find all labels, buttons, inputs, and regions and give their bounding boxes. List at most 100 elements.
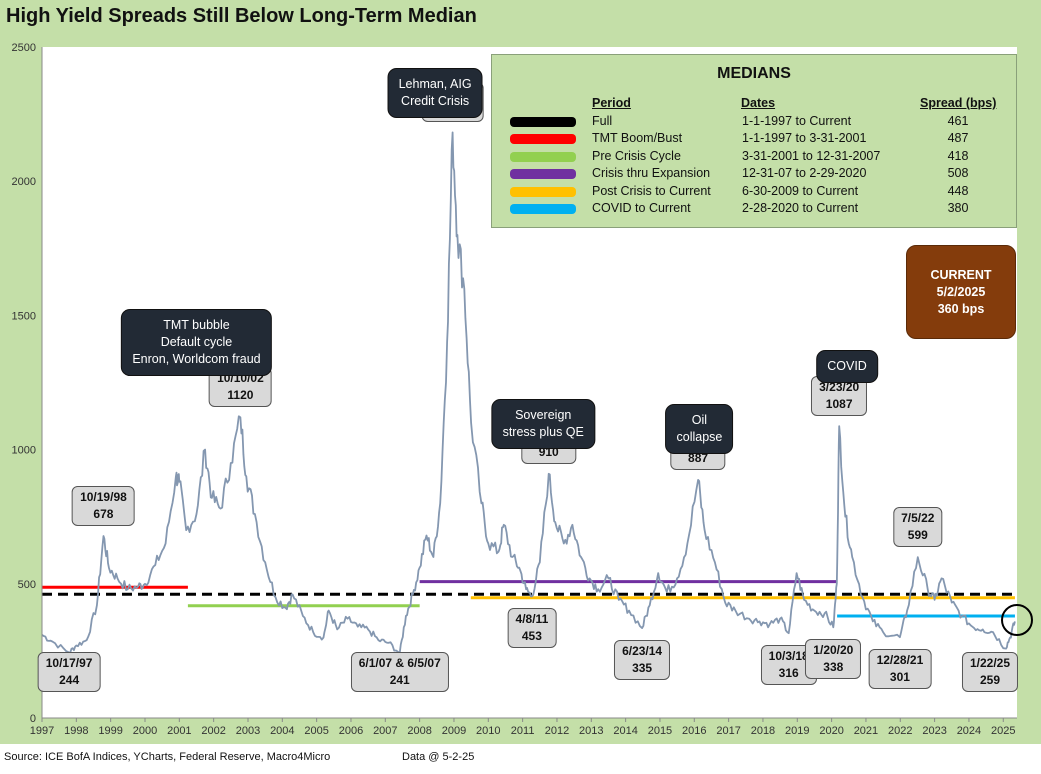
event-label: COVID (816, 350, 878, 384)
x-tick-label: 1997 (30, 725, 54, 737)
event-label-line: collapse (676, 429, 723, 444)
y-tick-label: 1500 (12, 310, 36, 322)
point-label-value: 259 (979, 673, 1001, 687)
x-tick-label: 2008 (407, 725, 431, 737)
y-tick-label: 2000 (12, 176, 36, 188)
point-label-value: 599 (907, 528, 928, 543)
point-label-value: 335 (632, 661, 653, 676)
median-dates: 6-30-2009 to Current (742, 183, 859, 198)
median-dates: 12-31-07 to 2-29-2020 (742, 166, 867, 181)
point-label: 6/1/07 & 6/5/07 241 (350, 652, 449, 692)
x-tick-label: 2019 (785, 725, 809, 737)
point-label: 1/20/20 338 (805, 639, 862, 680)
x-tick-label: 2012 (545, 725, 569, 737)
event-label: Lehman, AIG Credit Crisis (387, 68, 483, 119)
x-tick-label: 2000 (133, 725, 157, 737)
x-tick-label: 2004 (270, 725, 294, 737)
x-tick-label: 2024 (957, 725, 981, 737)
y-tick-label: 500 (18, 579, 36, 591)
median-row: COVID to Current 2-28-2020 to Current 380 (492, 201, 1016, 218)
x-tick-label: 2010 (476, 725, 500, 737)
spread-header: Spread (bps) (920, 96, 997, 110)
source-note: Source: ICE BofA Indices, YCharts, Feder… (4, 751, 331, 763)
median-spread: 461 (947, 114, 969, 128)
event-label-line: stress plus QE (502, 424, 584, 439)
point-label-date: 12/28/21 (876, 653, 924, 668)
median-period: Crisis thru Expansion (592, 166, 711, 181)
point-label-value: 241 (389, 673, 410, 687)
event-label: Oil collapse (665, 403, 734, 454)
point-label: 12/28/21 301 (868, 649, 932, 690)
point-label-value: 338 (823, 660, 844, 675)
median-lines (42, 580, 1015, 618)
current-date: 5/2/2025 (936, 284, 986, 299)
x-tick-label: 2017 (716, 725, 740, 737)
event-label-line: Enron, Worldcom fraud (132, 351, 261, 366)
y-tick-label: 1000 (12, 445, 36, 457)
point-label-value: 244 (59, 673, 80, 687)
point-label-value: 887 (688, 450, 709, 465)
x-tick-label: 2014 (613, 725, 637, 737)
median-period: Pre Crisis Cycle (592, 148, 681, 163)
event-label: TMT bubble Default cycle Enron, Worldcom f… (121, 308, 272, 376)
dates-header: Dates (741, 96, 776, 110)
point-label-value: 316 (778, 666, 799, 681)
x-tick-label: 2018 (751, 725, 775, 737)
median-dates: 3-31-2001 to 12-31-2007 (742, 148, 881, 163)
x-tick-label: 2013 (579, 725, 603, 737)
point-label-date: 10/3/18 (768, 649, 809, 664)
x-tick-label: 1999 (98, 725, 122, 737)
median-spread: 418 (947, 148, 969, 163)
event-label: Sovereign stress plus QE (491, 398, 595, 449)
median-dates: 1-1-1997 to 3-31-2001 (742, 131, 867, 146)
median-dates: 1-1-1997 to Current (742, 114, 852, 128)
point-label-date: 7/5/22 (901, 511, 935, 526)
median-swatch (510, 204, 576, 214)
data-date-note: Data @ 5-2-25 (402, 751, 475, 763)
median-dates: 2-28-2020 to Current (742, 201, 859, 215)
medians-table: MEDIANS Period Dates Spread (bps) Full 1-… (491, 54, 1017, 228)
x-tick-label: 2015 (648, 725, 672, 737)
point-label: 6/23/14 335 (614, 640, 671, 681)
spread-series (41, 131, 1016, 655)
median-swatch (510, 151, 576, 162)
median-swatch (510, 186, 576, 197)
median-swatch (510, 169, 576, 180)
event-label-line: Default cycle (160, 334, 233, 349)
point-label-value: 1120 (227, 388, 254, 403)
y-tick-label: 0 (30, 713, 36, 725)
point-label: 4/8/11 453 (507, 608, 557, 649)
point-label-date: 1/22/25 (969, 656, 1011, 670)
event-label-line: Lehman, AIG (398, 77, 472, 92)
y-tick-label: 2500 (12, 42, 36, 54)
medians-title: MEDIANS (717, 65, 791, 82)
median-period: TMT Boom/Bust (592, 131, 683, 146)
x-tick-label: 2007 (373, 725, 397, 737)
x-tick-label: 2001 (167, 725, 191, 737)
axes: 0 500 1000 1500 2000 2500 1997 1998 1999 2000 2001… (12, 42, 1017, 737)
x-tick-label: 2025 (991, 725, 1015, 737)
event-label-line: Credit Crisis (401, 94, 470, 109)
point-label-date: 6/23/14 (622, 644, 663, 659)
median-spread: 380 (947, 201, 969, 215)
x-tick-label: 2009 (442, 725, 466, 737)
point-label: 10/19/98 678 (72, 486, 135, 527)
current-value: 360 bps (937, 301, 985, 316)
median-row: Crisis thru Expansion 12-31-07 to 2-29-20… (492, 166, 1016, 183)
current-label: CURRENT (930, 267, 992, 282)
point-label-value: 678 (93, 507, 114, 522)
x-tick-label: 2011 (511, 725, 535, 737)
x-tick-label: 2020 (819, 725, 843, 737)
point-label: 7/5/22 599 (893, 507, 943, 548)
median-row: Full 1-1-1997 to Current 461 (492, 114, 1016, 131)
x-tick-label: 2002 (201, 725, 225, 737)
point-label-date: 1/20/20 (813, 643, 854, 658)
median-swatch (510, 117, 576, 127)
chart-title: High Yield Spreads Still Below Long-Term… (6, 5, 477, 27)
event-label-line: Oil (691, 412, 708, 427)
median-spread: 448 (947, 183, 969, 198)
point-label-date: 10/17/97 (45, 656, 93, 670)
median-period: Post Crisis to Current (592, 183, 711, 198)
median-spread: 508 (947, 166, 969, 181)
point-label: 1/22/25 259 (961, 652, 1019, 692)
